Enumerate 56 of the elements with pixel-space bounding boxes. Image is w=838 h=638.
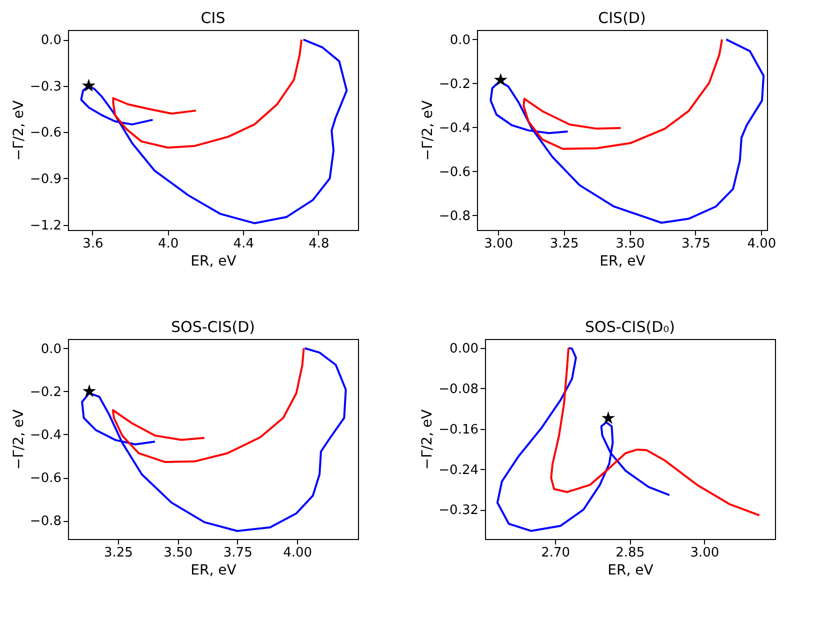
y-tick-label: −0.6 [438,164,470,180]
line-series [80,38,348,224]
chart-title: SOS-CIS(D) [171,318,255,336]
y-tick-label: −0.4 [438,120,470,136]
chart-title: SOS-CIS(D₀) [585,318,675,336]
y-tick-label: 0.0 [450,32,470,48]
x-tick-label: 3.00 [484,236,514,252]
x-axis-title: ER, eV [608,562,654,578]
x-tick-label: 2.85 [616,546,645,560]
x-tick-label: 3.25 [104,546,133,560]
x-tick-label: 3.75 [223,546,252,560]
x-tick-label: 4.00 [283,546,312,560]
x-tick-label: 3.25 [550,236,579,252]
y-axis-title: −Γ/2, eV [420,408,436,470]
x-tick-label: 2.70 [541,546,570,560]
y-axis-title: −Γ/2, eV [10,408,27,470]
y-tick-label: −0.32 [438,503,478,518]
y-tick-label: −1.2 [30,218,62,234]
y-tick-label: −0.3 [30,79,62,94]
x-tick-label: 3.00 [690,546,720,560]
x-tick-label: 4.0 [158,236,179,252]
chart-title: CIS(D) [598,9,646,27]
y-tick-label: −0.4 [30,428,62,443]
line-series [496,347,670,532]
x-tick-label: 3.50 [616,236,645,252]
y-tick-label: −0.2 [30,384,62,400]
y-tick-label: −0.08 [438,382,478,397]
line-series [112,347,305,464]
y-tick-label: 0.00 [450,342,478,357]
y-tick-label: −0.8 [438,208,470,224]
y-axis-title: −Γ/2, eV [420,100,436,161]
line-series [522,38,723,150]
y-tick-label: −0.6 [30,126,62,141]
y-tick-label: −0.2 [438,76,470,92]
x-axis-title: ER, eV [190,254,237,270]
y-tick-label: −0.6 [30,471,62,486]
y-tick-label: −0.8 [30,514,62,530]
y-tick-label: 0.0 [40,33,62,48]
line-series [81,347,347,532]
line-series [490,38,765,224]
line-series [112,38,303,149]
x-tick-label: 4.4 [233,236,254,252]
line-series [550,347,760,516]
x-axis-title: ER, eV [190,562,237,578]
y-tick-label: −0.24 [438,462,478,478]
y-tick-label: 0.0 [40,342,62,357]
chart-title: CIS [200,9,226,27]
x-axis-title: ER, eV [600,254,646,270]
x-tick-label: 3.75 [681,236,710,252]
x-tick-label: 3.6 [82,236,104,252]
x-tick-label: 4.00 [747,236,776,252]
y-tick-label: −0.16 [438,422,478,438]
y-tick-label: −0.9 [30,172,62,187]
x-tick-label: 4.8 [308,236,330,252]
x-tick-label: 3.50 [164,546,193,560]
y-axis-title: −Γ/2, eV [10,100,27,161]
